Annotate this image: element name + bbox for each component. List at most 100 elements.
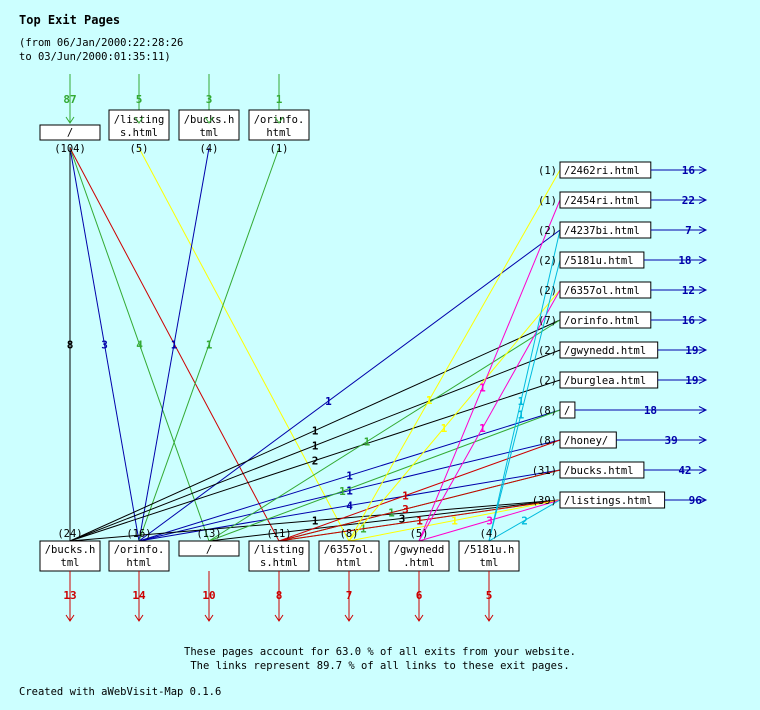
link: 1 [348, 499, 561, 542]
link: 3 [69, 147, 140, 542]
link-count: 1 [479, 382, 486, 395]
entry-node-visits: (104) [54, 143, 86, 155]
entry-arrow-head [204, 116, 214, 124]
exit-node[interactable]: /listings.html (39) 96 [532, 491, 706, 509]
entry-node[interactable]: 3/bucks.html (4) [178, 74, 240, 155]
link-line [69, 499, 561, 542]
entry-node[interactable]: 1/orinfo.html (1) [248, 74, 310, 155]
exit-node-box [458, 540, 520, 572]
exit-node[interactable]: /5181u.html (2) 18 [538, 251, 706, 269]
exit-node-visits: (1) [538, 165, 557, 177]
exit-node-visits: (1) [538, 195, 557, 207]
exit-count: 13 [63, 589, 76, 602]
link: 1 [488, 259, 561, 542]
link: 1 [69, 349, 561, 542]
exit-node[interactable]: /orinfo.html (7) 16 [538, 311, 706, 329]
link-count: 1 [402, 490, 409, 503]
exit-node[interactable]: /honey/ (8) 39 [538, 431, 706, 449]
link-count: 1 [312, 515, 319, 528]
link [138, 147, 350, 542]
link-count: 1 [339, 485, 346, 498]
link-line [488, 499, 561, 542]
exit-node[interactable]: /listings.html (11) 8 [248, 528, 310, 620]
exit-count: 19 [685, 344, 698, 357]
exit-node-visits: (16) [126, 528, 151, 540]
exit-node-label: /4237bi.html [564, 225, 640, 237]
link: 1 [138, 439, 561, 542]
exit-node[interactable]: /2454ri.html (1) 22 [538, 191, 706, 209]
exit-count: 18 [644, 404, 657, 417]
link-line [138, 147, 210, 542]
entry-node[interactable]: 87 / (104) [39, 74, 101, 155]
link-line [69, 147, 140, 542]
link-line [208, 409, 561, 542]
exit-arrow-head [344, 614, 354, 622]
link-line [208, 319, 561, 542]
link: 1 [69, 319, 561, 542]
link-line [278, 469, 561, 542]
link-line [138, 409, 561, 542]
exit-arrow-head [698, 406, 708, 414]
exit-arrow-head [698, 166, 708, 174]
exit-node[interactable]: /gwynedd.html (2) 19 [538, 341, 706, 359]
exit-arrow-head [698, 256, 708, 264]
exit-node-visits: (13) [196, 528, 221, 540]
link-line [278, 439, 561, 542]
exit-node-label: /2454ri.html [564, 195, 640, 207]
exit-arrow-head [698, 226, 708, 234]
exit-node[interactable]: /bucks.html (24) 13 [39, 528, 101, 620]
link-count: 1 [441, 422, 448, 435]
link-count: 1 [360, 523, 367, 536]
exit-arrow-head [698, 376, 708, 384]
link: 1 [138, 147, 210, 542]
link-line [138, 147, 280, 542]
entry-count: 1 [276, 93, 283, 106]
link-line [208, 499, 561, 542]
link-line [488, 259, 561, 542]
exit-node[interactable]: /2462ri.html (1) 16 [538, 161, 706, 179]
exit-node[interactable]: /bucks.html (31) 42 [532, 461, 706, 479]
exit-node[interactable]: /6357ol.html (8) 7 [318, 528, 380, 620]
link: 1 [69, 499, 561, 542]
exit-arrow-head [414, 614, 424, 622]
exit-node-visits: (2) [538, 255, 557, 267]
entry-node-box [248, 109, 310, 141]
link-line [138, 229, 561, 542]
exit-count: 7 [346, 589, 353, 602]
link-count: 1 [346, 485, 353, 498]
exit-node[interactable]: /5181u.html (4) 5 [458, 528, 520, 620]
exit-node[interactable]: /gwynedd.html (5) 6 [388, 528, 450, 620]
exit-node[interactable]: /4237bi.html (2) 7 [538, 221, 706, 239]
exit-arrow-head [698, 316, 708, 324]
exit-node[interactable]: / (8) 18 [538, 401, 706, 419]
exit-arrow-head [698, 496, 708, 504]
exit-count: 7 [685, 224, 692, 237]
link: 1 [208, 319, 561, 542]
exit-node-box [248, 540, 310, 572]
exit-node-visits: (8) [340, 528, 359, 540]
link: 1 [138, 409, 561, 542]
exit-node-visits: (5) [410, 528, 429, 540]
exit-node[interactable]: /burglea.html (2) 19 [538, 371, 706, 389]
exit-node-label: /gwynedd.html [564, 345, 646, 357]
exit-node[interactable]: /6357ol.html (2) 12 [538, 281, 706, 299]
exit-node-label: /5181u.html [564, 255, 634, 267]
entry-node[interactable]: 5/listings.html (5) [108, 74, 170, 155]
entry-node-visits: (4) [200, 143, 219, 155]
exit-node-visits: (39) [532, 495, 557, 507]
link-line [488, 229, 561, 542]
link-count: 1 [426, 394, 433, 407]
exit-node[interactable]: /orinfo.html (16) 14 [108, 528, 170, 620]
entry-node-box [108, 109, 170, 141]
exit-arrow-head [698, 196, 708, 204]
link-count: 8 [67, 339, 74, 352]
exit-node[interactable]: / (13) 10 [178, 528, 240, 620]
entry-count: 87 [63, 93, 76, 106]
link-count: 1 [171, 339, 178, 352]
exit-arrow-head [698, 466, 708, 474]
entry-arrow-head [274, 116, 284, 124]
exit-count: 5 [486, 589, 493, 602]
entry-node-label: html [266, 127, 291, 139]
entry-node-box [178, 109, 240, 141]
link-count: 1 [479, 422, 486, 435]
